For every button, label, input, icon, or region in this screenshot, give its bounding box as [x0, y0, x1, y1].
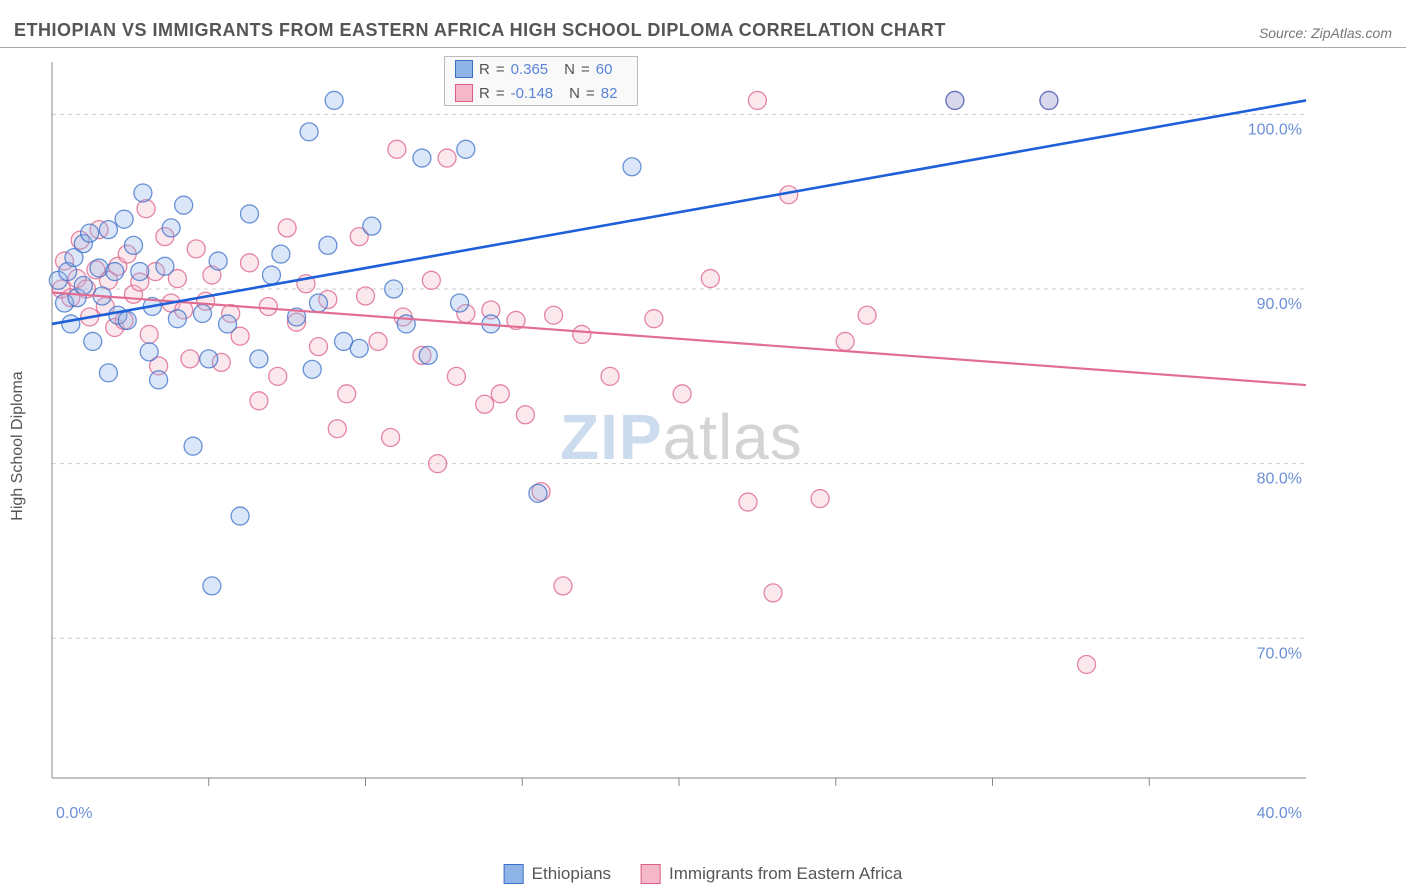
legend-swatch-b-icon	[641, 864, 661, 884]
stat-eq-a1: =	[496, 61, 505, 78]
y-axis-label: High School Diploma	[9, 371, 27, 520]
stats-row-a: R = 0.365 N = 60	[445, 57, 637, 81]
series-a-swatch-icon	[455, 60, 473, 78]
stat-eq-b2: =	[586, 85, 595, 102]
stat-r-value-a: 0.365	[511, 61, 549, 78]
svg-text:80.0%: 80.0%	[1257, 471, 1302, 488]
svg-text:90.0%: 90.0%	[1257, 296, 1302, 313]
svg-text:0.0%: 0.0%	[56, 805, 92, 822]
plot-area: 70.0% 80.0% 90.0% 100.0% 0.0% 40.0%	[48, 58, 1308, 828]
bottom-legend: Ethiopians Immigrants from Eastern Afric…	[504, 864, 903, 884]
stat-r-label-b: R	[479, 85, 490, 102]
scatter-plot-svg: 70.0% 80.0% 90.0% 100.0% 0.0% 40.0%	[48, 58, 1308, 828]
stat-n-label-a: N	[564, 61, 575, 78]
header: ETHIOPIAN VS IMMIGRANTS FROM EASTERN AFR…	[0, 0, 1406, 48]
legend-label-b: Immigrants from Eastern Africa	[669, 864, 902, 884]
legend-item-b: Immigrants from Eastern Africa	[641, 864, 902, 884]
source-attribution: Source: ZipAtlas.com	[1259, 25, 1392, 41]
svg-text:100.0%: 100.0%	[1248, 121, 1302, 138]
stat-r-value-b: -0.148	[511, 85, 554, 102]
series-b-swatch-icon	[455, 84, 473, 102]
stat-eq-a2: =	[581, 61, 590, 78]
stats-row-b: R = -0.148 N = 82	[445, 81, 637, 105]
stat-n-label-b: N	[569, 85, 580, 102]
legend-swatch-a-icon	[504, 864, 524, 884]
stat-eq-b1: =	[496, 85, 505, 102]
chart-container: ETHIOPIAN VS IMMIGRANTS FROM EASTERN AFR…	[0, 0, 1406, 892]
svg-text:40.0%: 40.0%	[1257, 805, 1302, 822]
legend-item-a: Ethiopians	[504, 864, 611, 884]
stat-n-value-a: 60	[596, 61, 613, 78]
stat-r-label-a: R	[479, 61, 490, 78]
legend-label-a: Ethiopians	[532, 864, 611, 884]
svg-text:70.0%: 70.0%	[1257, 645, 1302, 662]
correlation-stats-box: R = 0.365 N = 60 R = -0.148 N = 82	[444, 56, 638, 106]
chart-title: ETHIOPIAN VS IMMIGRANTS FROM EASTERN AFR…	[14, 20, 946, 41]
stat-n-value-b: 82	[601, 85, 618, 102]
